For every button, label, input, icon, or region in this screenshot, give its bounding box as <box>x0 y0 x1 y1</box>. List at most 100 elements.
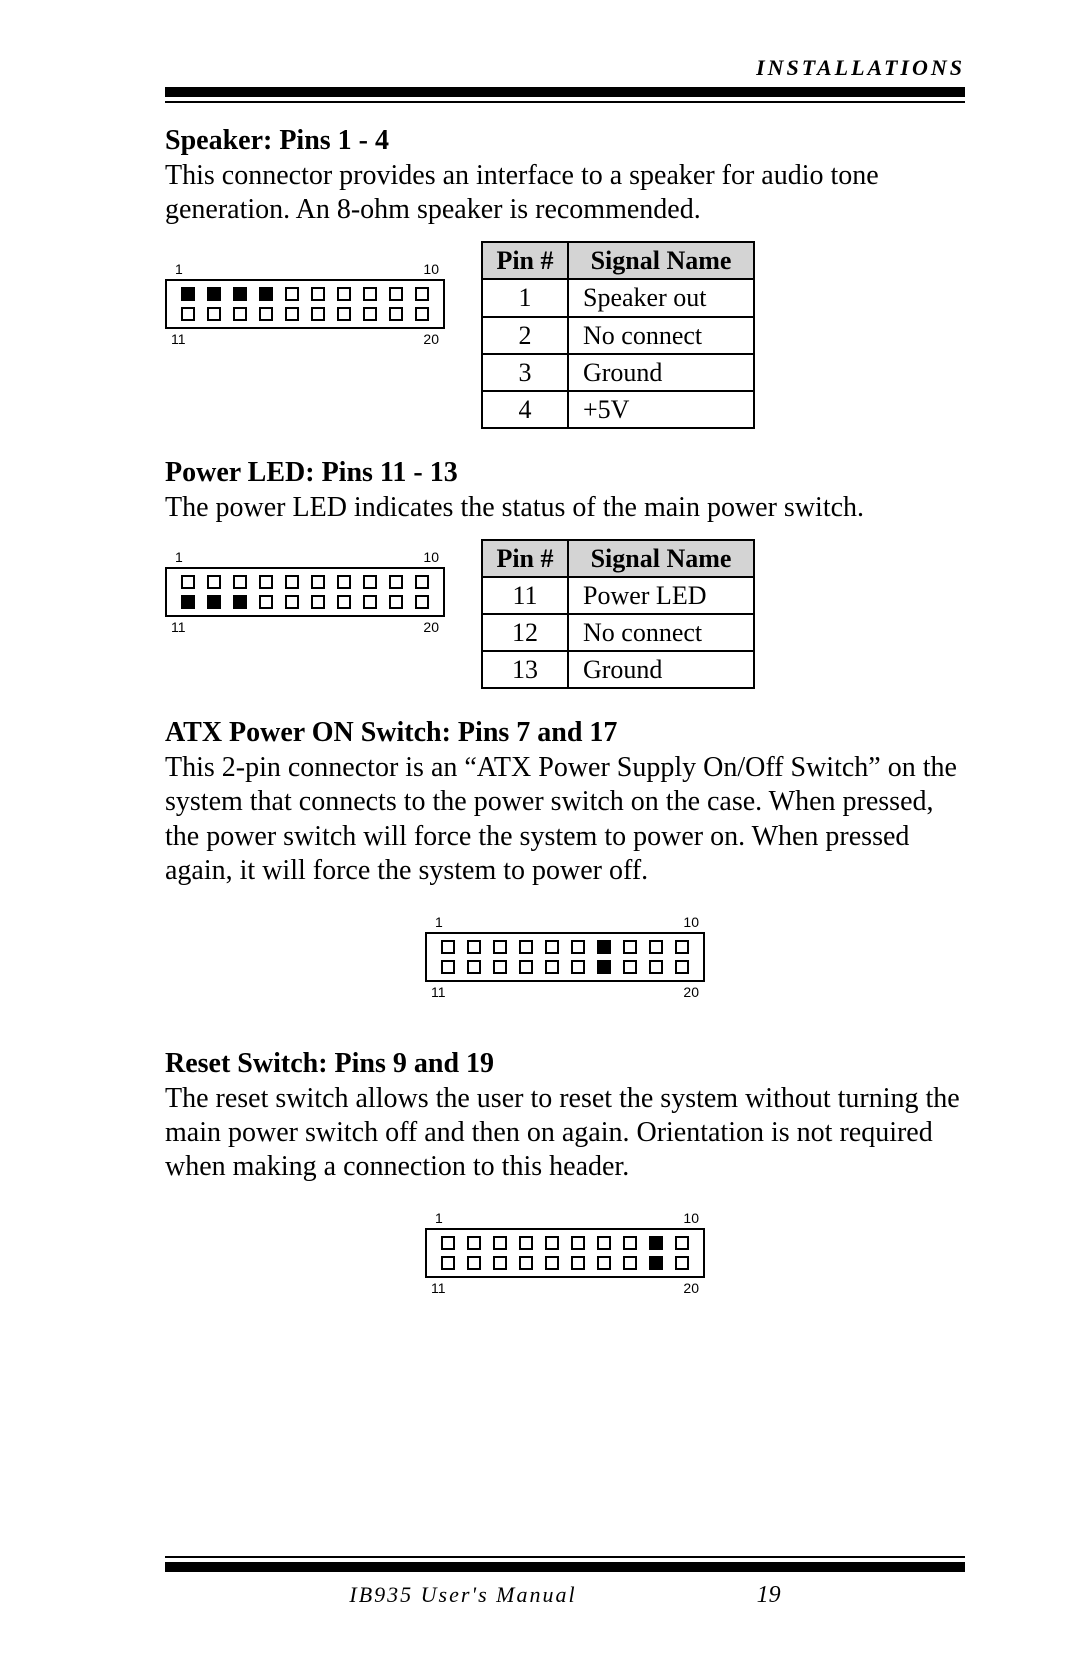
pin-diagram-power-led: 1101120 <box>165 549 445 635</box>
section-title: ATX Power ON Switch: Pins 7 and 17 <box>165 717 965 749</box>
pin-square <box>623 940 637 954</box>
pin-table: Pin #Signal Name11Power LED12No connect1… <box>481 539 755 689</box>
section-atx: ATX Power ON Switch: Pins 7 and 17 This … <box>165 717 965 1000</box>
pin-square <box>545 940 559 954</box>
table-cell-signal: Power LED <box>568 577 754 614</box>
table-row: 2No connect <box>482 317 754 354</box>
section-title: Reset Switch: Pins 9 and 19 <box>165 1048 965 1080</box>
pin-number-label: 11 <box>171 331 186 347</box>
pin-number-label: 1 <box>175 261 183 277</box>
pin-number-label: 11 <box>171 619 186 635</box>
pin-square <box>181 575 195 589</box>
pin-square <box>519 940 533 954</box>
pin-square <box>311 307 325 321</box>
table-cell-pin: 11 <box>482 577 568 614</box>
pin-square <box>571 1256 585 1270</box>
table-cell-signal: No connect <box>568 317 754 354</box>
footer-manual-title: IB935 User's Manual <box>349 1582 576 1608</box>
page-footer: IB935 User's Manual 19 <box>165 1556 965 1609</box>
pin-square <box>181 287 195 301</box>
pin-square <box>493 940 507 954</box>
footer-page-number: 19 <box>757 1582 781 1609</box>
table-cell-pin: 1 <box>482 279 568 316</box>
pin-square <box>259 307 273 321</box>
pin-square <box>311 575 325 589</box>
table-cell-signal: No connect <box>568 614 754 651</box>
pin-square <box>233 307 247 321</box>
pin-square <box>519 1236 533 1250</box>
pin-square <box>467 940 481 954</box>
pin-square <box>337 287 351 301</box>
pin-square <box>649 960 663 974</box>
pin-square <box>649 1236 663 1250</box>
pin-square <box>441 1236 455 1250</box>
pin-square <box>389 575 403 589</box>
table-row: 11Power LED <box>482 577 754 614</box>
footer-rule-thick <box>165 1562 965 1572</box>
pin-square <box>415 307 429 321</box>
table-cell-pin: 12 <box>482 614 568 651</box>
table-row: 12No connect <box>482 614 754 651</box>
pin-number-label: 20 <box>683 1280 699 1296</box>
pin-table: Pin #Signal Name1Speaker out2No connect3… <box>481 241 755 428</box>
section-title: Power LED: Pins 11 - 13 <box>165 457 965 489</box>
pin-square <box>441 960 455 974</box>
table-row: 1Speaker out <box>482 279 754 316</box>
pin-number-label: 20 <box>423 331 439 347</box>
pin-number-label: 10 <box>683 1210 699 1226</box>
table-cell-signal: Speaker out <box>568 279 754 316</box>
pin-square <box>675 1256 689 1270</box>
pin-square <box>311 595 325 609</box>
pin-square <box>311 287 325 301</box>
pin-square <box>467 1256 481 1270</box>
pin-square <box>545 1236 559 1250</box>
header-section-label: INSTALLATIONS <box>165 55 965 81</box>
pin-square <box>389 307 403 321</box>
pin-square <box>207 287 221 301</box>
pin-table-speaker: Pin #Signal Name1Speaker out2No connect3… <box>481 241 755 428</box>
section-speaker: Speaker: Pins 1 - 4 This connector provi… <box>165 125 965 429</box>
header-rule-thin <box>165 101 965 103</box>
pin-square <box>337 595 351 609</box>
pin-square <box>181 307 195 321</box>
table-header: Pin # <box>482 242 568 279</box>
table-cell-signal: Ground <box>568 354 754 391</box>
pin-square <box>519 960 533 974</box>
pin-square <box>363 287 377 301</box>
pin-square <box>207 595 221 609</box>
section-body: This connector provides an interface to … <box>165 159 965 227</box>
table-cell-pin: 4 <box>482 391 568 428</box>
section-body: The power LED indicates the status of th… <box>165 491 965 525</box>
table-cell-pin: 2 <box>482 317 568 354</box>
pin-square <box>623 960 637 974</box>
pin-square <box>337 307 351 321</box>
pin-number-label: 11 <box>431 984 446 1000</box>
pin-square <box>285 287 299 301</box>
pin-square <box>285 595 299 609</box>
pin-square <box>493 960 507 974</box>
pin-square <box>415 595 429 609</box>
section-body: The reset switch allows the user to rese… <box>165 1082 965 1184</box>
pin-square <box>467 1236 481 1250</box>
pin-square <box>415 287 429 301</box>
pin-square <box>259 575 273 589</box>
pin-square <box>207 307 221 321</box>
pin-square <box>389 595 403 609</box>
pin-square <box>597 960 611 974</box>
pin-square <box>649 940 663 954</box>
pin-square <box>337 575 351 589</box>
table-header: Pin # <box>482 540 568 577</box>
pin-square <box>571 1236 585 1250</box>
section-reset: Reset Switch: Pins 9 and 19 The reset sw… <box>165 1048 965 1296</box>
pin-square <box>389 287 403 301</box>
header-rule-thick <box>165 87 965 97</box>
table-row: 4+5V <box>482 391 754 428</box>
pin-number-label: 1 <box>175 549 183 565</box>
table-cell-signal: Ground <box>568 651 754 688</box>
table-row: 13Ground <box>482 651 754 688</box>
pin-square <box>259 595 273 609</box>
table-header: Signal Name <box>568 540 754 577</box>
pin-diagram-atx: 1101120 <box>425 914 705 1000</box>
section-body: This 2-pin connector is an “ATX Power Su… <box>165 751 965 888</box>
pin-square <box>493 1256 507 1270</box>
